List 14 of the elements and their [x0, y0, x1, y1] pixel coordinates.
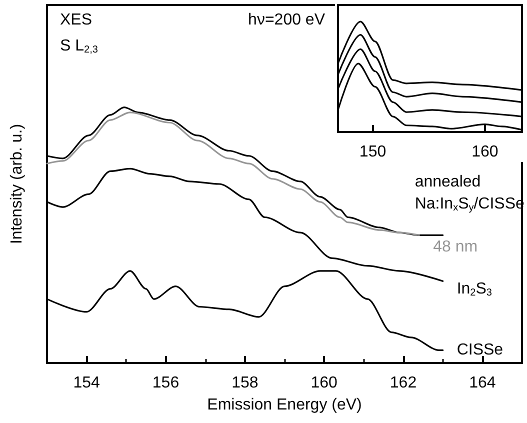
x-tick-label: 162 [390, 374, 417, 392]
x-tick-label: 160 [310, 374, 338, 392]
x-tick-label: 156 [152, 374, 180, 392]
x-axis-title: Emission Energy (eV) [207, 396, 362, 414]
x-tick-label: 160 [472, 144, 498, 160]
x-tick-label: 154 [73, 374, 100, 392]
series-label: CISSe [456, 342, 504, 359]
text: XES [60, 12, 92, 28]
text: hν=200 eV [248, 12, 326, 28]
x-tick-label: 150 [359, 144, 386, 160]
x-tick-label: 158 [232, 374, 258, 392]
y-axis-title: Intensity (arb. u.) [8, 124, 26, 244]
x-tick-label: 164 [469, 374, 496, 392]
series-label: 48 nm [433, 238, 478, 256]
